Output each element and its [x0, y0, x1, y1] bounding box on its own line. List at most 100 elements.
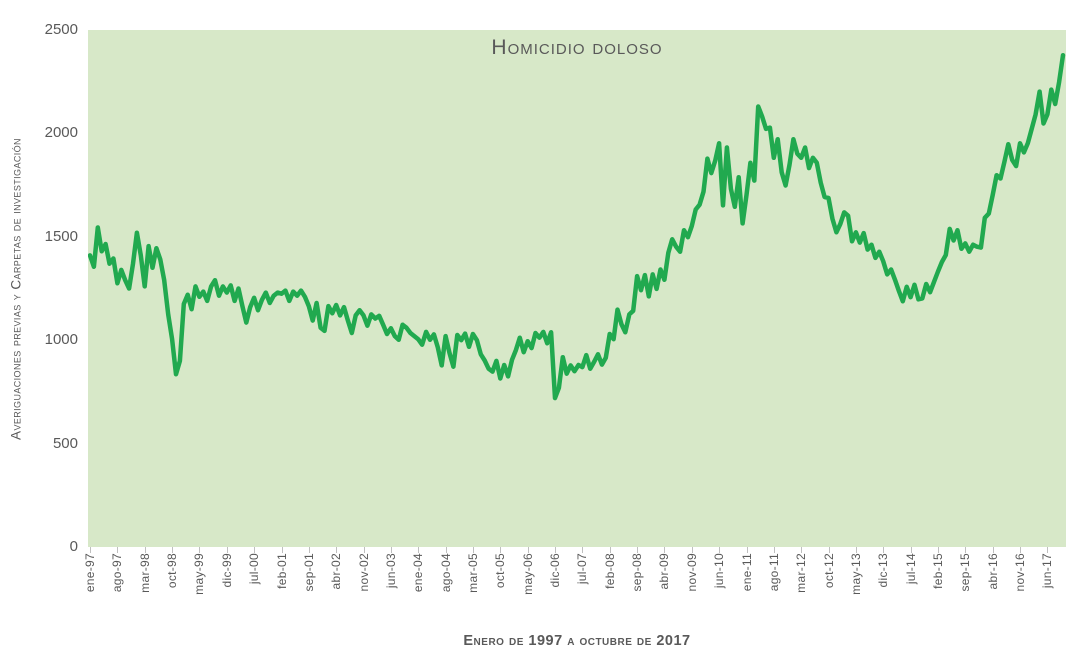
x-tick-label-text: sep-15: [958, 553, 973, 592]
x-tick-label: abr-02: [328, 553, 344, 590]
x-tick-mark: [390, 547, 392, 553]
x-tick-mark: [336, 547, 338, 553]
x-tick-label-text: jun-03: [383, 553, 398, 589]
x-tick-label-text: abr-09: [657, 553, 672, 590]
x-tick-label: may-99: [191, 553, 207, 595]
x-tick-label: feb-08: [602, 553, 618, 589]
x-tick-label: sep-01: [301, 553, 317, 592]
x-tick-mark: [828, 547, 830, 553]
x-tick-label-text: dic-99: [219, 553, 234, 588]
x-tick-label: dic-13: [875, 553, 891, 587]
y-tick-label: 1000: [44, 331, 78, 349]
x-tick-mark: [500, 547, 502, 553]
x-tick-label-text: sep-01: [301, 553, 316, 592]
x-tick-mark: [855, 547, 857, 553]
x-tick-label-text: may-99: [192, 553, 207, 595]
data-line-svg: [88, 52, 1066, 401]
x-tick-label: nov-16: [1012, 553, 1028, 592]
x-tick-label-text: feb-15: [931, 553, 945, 589]
x-tick-label-text: ene-11: [739, 553, 754, 592]
x-axis-caption: Enero de 1997 a octubre de 2017: [463, 633, 691, 649]
x-tick-mark: [883, 547, 885, 553]
x-tick-label: abr-16: [985, 553, 1001, 590]
x-tick-mark: [582, 547, 584, 553]
x-tick-label-text: ago-04: [438, 553, 453, 593]
x-tick-mark: [801, 547, 803, 553]
y-tick-label: 0: [69, 538, 78, 555]
x-tick-mark: [609, 547, 611, 553]
x-tick-label: jun-10: [711, 553, 727, 588]
x-tick-mark: [664, 547, 666, 553]
x-tick-label: oct-98: [164, 553, 180, 588]
x-tick-mark: [445, 547, 447, 553]
x-tick-label: ago-11: [766, 553, 782, 591]
x-tick-label: jun-03: [383, 553, 399, 588]
x-tick-label-text: jul-14: [903, 553, 918, 585]
y-tick-label: 2000: [44, 124, 78, 142]
x-tick-label: mar-98: [137, 553, 153, 593]
x-tick-mark: [746, 547, 748, 553]
x-tick-label: may-13: [848, 553, 864, 595]
x-tick-label: jul-00: [246, 553, 262, 584]
x-tick-label: sep-08: [629, 553, 645, 592]
x-tick-label: oct-12: [821, 553, 837, 588]
x-tick-label-text: feb-01: [274, 553, 289, 589]
x-tick-mark: [472, 547, 474, 553]
x-tick-mark: [1047, 547, 1049, 553]
x-tick-mark: [363, 547, 365, 553]
x-tick-label-text: oct-12: [821, 553, 836, 589]
x-tick-label-text: jul-07: [575, 553, 590, 585]
x-tick-mark: [418, 547, 420, 553]
x-tick-mark: [254, 547, 256, 553]
x-tick-mark: [965, 547, 967, 553]
x-tick-label: ago-04: [438, 553, 454, 592]
x-tick-label: ene-11: [739, 553, 755, 591]
x-tick-label: abr-09: [656, 553, 672, 590]
x-tick-mark: [691, 547, 693, 553]
x-tick-label-text: ene-97: [83, 553, 97, 593]
x-tick-label: nov-02: [356, 553, 372, 592]
x-tick-mark: [719, 547, 721, 553]
x-tick-label-text: oct-98: [165, 553, 180, 589]
x-tick-label-text: abr-16: [985, 553, 1000, 590]
x-tick-label-text: jun-10: [712, 553, 727, 589]
x-tick-label-text: oct-05: [493, 553, 508, 589]
x-tick-mark: [199, 547, 201, 553]
x-tick-label: mar-05: [465, 553, 481, 593]
x-tick-label-text: feb-08: [602, 553, 617, 589]
x-tick-label: ago-97: [109, 553, 125, 592]
x-tick-label: ene-04: [410, 553, 426, 592]
x-tick-mark: [172, 547, 174, 553]
x-tick-label-text: ago-97: [110, 553, 125, 593]
x-tick-mark: [117, 547, 119, 553]
x-tick-label-text: abr-02: [329, 553, 344, 590]
x-tick-mark: [1020, 547, 1021, 553]
x-tick-label: jul-14: [903, 553, 919, 584]
x-tick-label-text: jul-00: [247, 553, 262, 585]
x-tick-mark: [144, 547, 146, 553]
x-tick-label: may-06: [520, 553, 536, 595]
x-tick-label: sep-15: [957, 553, 973, 592]
x-tick-label: feb-01: [274, 553, 290, 589]
x-tick-label: dic-99: [219, 553, 235, 587]
y-tick-label: 2500: [44, 21, 78, 38]
x-tick-label-text: mar-05: [465, 553, 480, 593]
x-tick-label-text: sep-08: [630, 553, 645, 592]
y-axis-title: Averiguaciones previas y Carpetas de inv…: [8, 138, 24, 440]
y-tick-label: 500: [52, 434, 78, 452]
x-tick-mark: [555, 547, 556, 553]
x-tick-mark: [527, 547, 529, 553]
x-tick-mark: [938, 547, 939, 553]
x-tick-mark: [308, 547, 310, 553]
x-tick-mark: [90, 547, 91, 553]
x-tick-label-text: ago-11: [766, 553, 781, 592]
y-tick-label: 1500: [44, 227, 78, 245]
x-tick-label: ene-97: [82, 553, 98, 592]
x-tick-label-text: mar-12: [794, 553, 809, 593]
x-tick-mark: [226, 547, 228, 553]
x-tick-label-text: may-06: [520, 553, 535, 595]
x-tick-label-text: nov-02: [356, 553, 371, 592]
x-tick-label-text: ene-04: [411, 553, 426, 593]
x-tick-label: jul-07: [574, 553, 590, 584]
